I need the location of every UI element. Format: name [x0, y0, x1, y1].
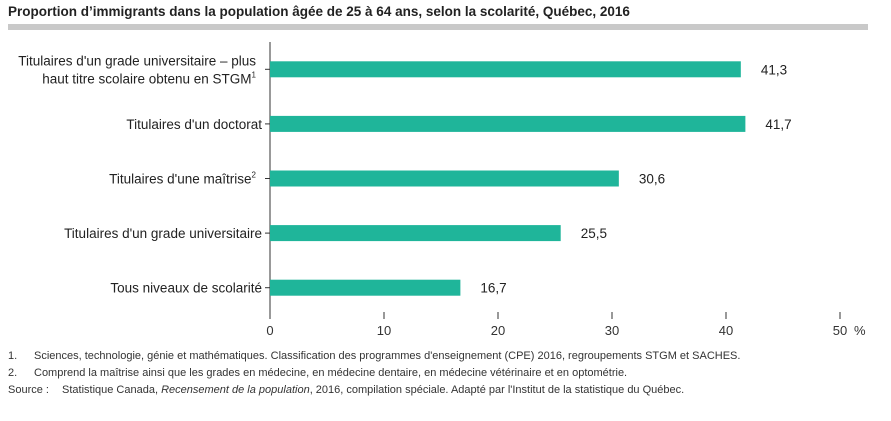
data-label: 16,7: [480, 281, 506, 296]
source-text-before: Statistique Canada,: [62, 384, 162, 396]
category-label: Titulaires d'un doctorat: [126, 117, 262, 132]
footnote-text: Comprend la maîtrise ainsi que les grade…: [34, 367, 628, 379]
category-label: Tous niveaux de scolarité: [110, 281, 262, 296]
bar-chart: 41,3 Titulaires d'un grade universitaire …: [18, 42, 866, 338]
category-label: Titulaires d'une maîtrise2: [109, 171, 256, 187]
footnote-number: 2.: [8, 367, 18, 379]
footnote-number: 1.: [8, 350, 18, 362]
category-label: Titulaires d'un grade universitaire: [64, 226, 262, 241]
source-text-after: , 2016, compilation spéciale. Adapté par…: [309, 384, 685, 396]
chart-title: Proportion d’immigrants dans la populati…: [8, 4, 630, 19]
x-tick-label: 0: [266, 323, 273, 338]
bar: [270, 115, 746, 132]
x-axis-unit: %: [854, 323, 866, 338]
bar: [270, 170, 619, 187]
bar: [270, 61, 741, 78]
x-tick-label: 40: [719, 323, 733, 338]
footnote-2: 2. Comprend la maîtrise ainsi que les gra…: [8, 365, 740, 382]
x-tick-label: 20: [491, 323, 505, 338]
bar: [270, 279, 461, 296]
source-publication: Recensement de la population: [161, 384, 310, 396]
data-label: 41,3: [761, 62, 787, 77]
title-rule: [8, 24, 868, 30]
source-note: Source : Statistique Canada, Recensement …: [8, 382, 740, 399]
footnote-text: Sciences, technologie, génie et mathémat…: [34, 350, 741, 362]
data-label: 41,7: [765, 117, 791, 132]
category-label: Titulaires d'un grade universitaire – pl…: [18, 53, 256, 86]
footnote-1: 1. Sciences, technologie, génie et mathém…: [8, 348, 740, 365]
x-tick-label: 50: [833, 323, 847, 338]
footnotes: 1. Sciences, technologie, génie et mathém…: [8, 348, 740, 399]
x-tick-label: 30: [605, 323, 619, 338]
bar: [270, 225, 561, 242]
source-label: Source :: [8, 384, 49, 396]
data-label: 30,6: [639, 172, 665, 187]
data-label: 25,5: [581, 226, 607, 241]
x-tick-label: 10: [377, 323, 391, 338]
